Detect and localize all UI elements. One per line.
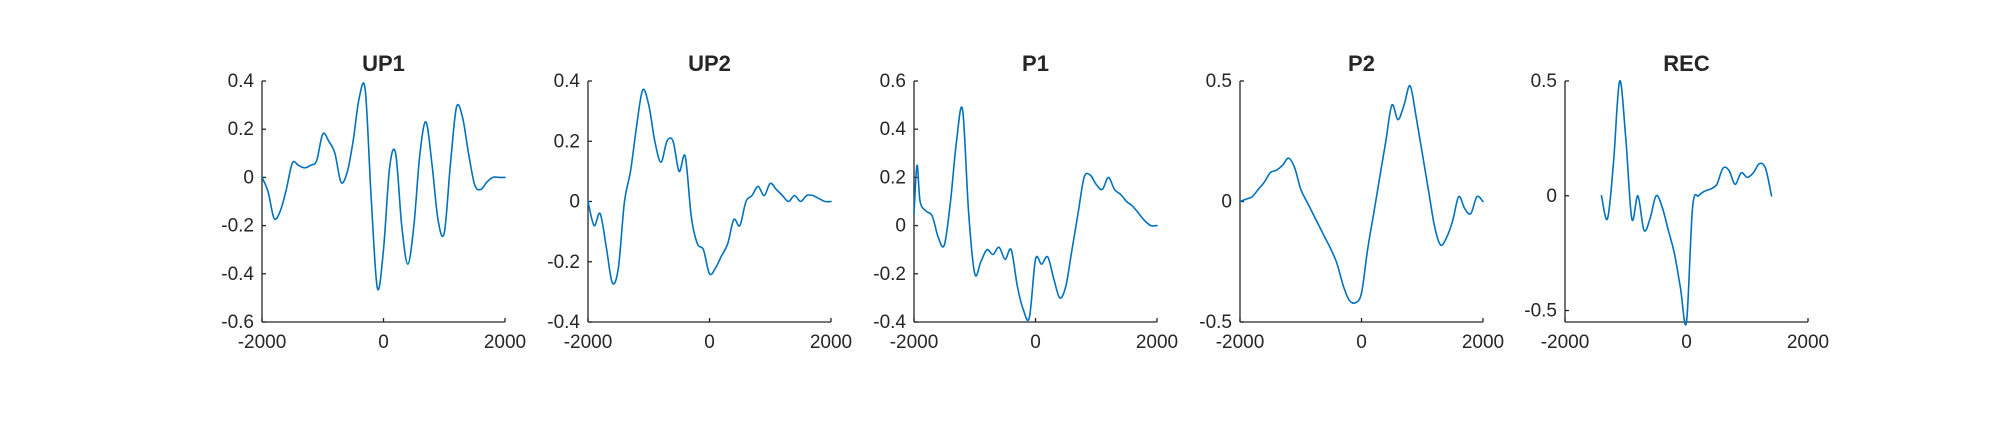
x-tick-label: 0 bbox=[1356, 332, 1367, 353]
panel-title: UP2 bbox=[688, 51, 731, 76]
panel-up2: UP2 -0.4 -0.2 0 0.2 0.4 -2000 0 2000 bbox=[547, 51, 852, 353]
y-tick-label: 0 bbox=[895, 216, 906, 237]
x-tick-label: 2000 bbox=[1462, 332, 1504, 353]
x-tick-label: 2000 bbox=[810, 332, 852, 353]
series-line bbox=[587, 88, 832, 285]
panel-p2: P2 -0.5 0 0.5 -2000 0 2000 bbox=[1199, 51, 1504, 353]
y-tick-label: 0 bbox=[243, 167, 254, 188]
panel-title: P2 bbox=[1348, 51, 1375, 76]
y-tick-label: -0.2 bbox=[873, 264, 906, 285]
x-tick-label: -2000 bbox=[564, 332, 613, 353]
y-tick-label: -0.4 bbox=[547, 312, 580, 333]
panel-title: UP1 bbox=[362, 51, 405, 76]
x-tick-label: 2000 bbox=[484, 332, 526, 353]
y-tick-label: 0.6 bbox=[880, 71, 906, 92]
panel-rec: REC -0.5 0 0.5 -2000 0 2000 bbox=[1524, 51, 1829, 353]
y-tick-label: 0 bbox=[1221, 192, 1232, 213]
y-tick-label: -0.2 bbox=[221, 216, 254, 237]
y-tick-label: 0.5 bbox=[1531, 71, 1557, 92]
series-line bbox=[1239, 84, 1484, 305]
y-tick-label: -0.5 bbox=[1199, 312, 1232, 333]
x-tick-label: 0 bbox=[704, 332, 715, 353]
x-tick-label: -2000 bbox=[890, 332, 939, 353]
series-line bbox=[261, 82, 506, 291]
y-tick-label: 0.4 bbox=[554, 71, 581, 92]
x-tick-label: 2000 bbox=[1787, 332, 1829, 353]
y-tick-label: -0.4 bbox=[221, 264, 254, 285]
panel-up1: UP1 -0.6 -0.4 -0.2 0 0.2 0.4 -2000 0 2000 bbox=[221, 51, 526, 353]
panel-title: P1 bbox=[1022, 51, 1049, 76]
y-tick-label: -0.2 bbox=[547, 252, 580, 273]
y-tick-label: 0.2 bbox=[554, 131, 580, 152]
y-tick-label: 0 bbox=[1546, 186, 1557, 207]
series-line bbox=[1600, 80, 1773, 326]
panel-title: REC bbox=[1663, 51, 1710, 76]
y-tick-label: -0.4 bbox=[873, 312, 906, 333]
x-tick-label: 2000 bbox=[1136, 332, 1178, 353]
x-tick-label: -2000 bbox=[1216, 332, 1265, 353]
x-tick-label: 0 bbox=[1681, 332, 1692, 353]
y-tick-label: 0.2 bbox=[880, 167, 906, 188]
x-tick-label: 0 bbox=[378, 332, 389, 353]
x-tick-label: 0 bbox=[1030, 332, 1041, 353]
panel-p1: P1 -0.4 -0.2 0 0.2 0.4 0.6 -2000 0 2000 bbox=[873, 51, 1178, 353]
series-line bbox=[913, 106, 1158, 322]
y-tick-label: 0.5 bbox=[1206, 71, 1232, 92]
x-tick-label: -2000 bbox=[1541, 332, 1590, 353]
y-tick-label: 0.2 bbox=[228, 119, 254, 140]
x-tick-label: -2000 bbox=[238, 332, 287, 353]
y-tick-label: 0 bbox=[569, 192, 580, 213]
y-tick-label: 0.4 bbox=[228, 71, 255, 92]
y-tick-label: 0.4 bbox=[880, 119, 907, 140]
y-tick-label: -0.6 bbox=[221, 312, 254, 333]
y-tick-label: -0.5 bbox=[1524, 301, 1557, 322]
